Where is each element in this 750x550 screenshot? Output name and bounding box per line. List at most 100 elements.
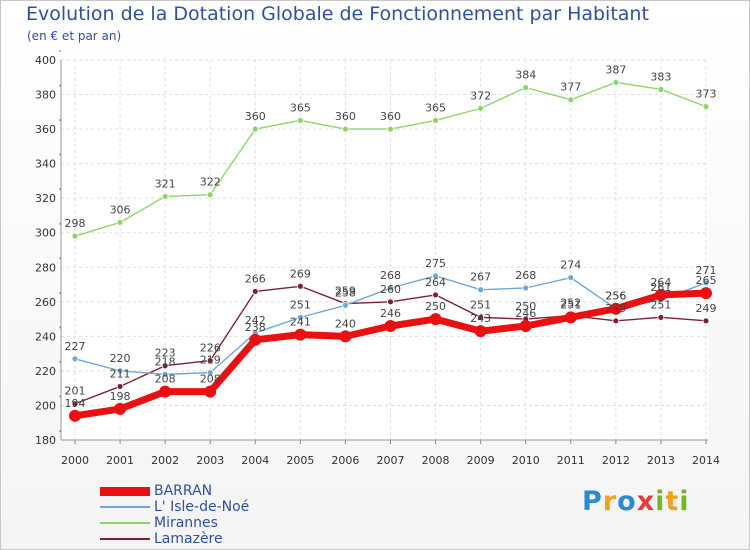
data-label: 238	[245, 321, 266, 334]
data-label: 373	[696, 88, 717, 101]
legend-item-lamazere: Lamazère	[100, 531, 360, 548]
data-label: 241	[290, 316, 311, 329]
x-tick-label: 2013	[647, 454, 675, 467]
data-label: 269	[290, 267, 311, 280]
data-point	[477, 286, 485, 294]
data-label: 265	[696, 274, 717, 287]
x-tick-label: 2012	[602, 454, 630, 467]
legend-swatch-mirannes	[100, 522, 150, 524]
data-point	[251, 125, 259, 133]
y-tick-label: 280	[35, 261, 56, 274]
data-point	[474, 325, 487, 338]
x-tick-label: 2007	[377, 454, 405, 467]
data-point	[522, 84, 530, 92]
chart-subtitle: (en € et par an)	[27, 29, 122, 43]
data-label: 251	[650, 298, 671, 311]
data-point	[387, 125, 394, 133]
data-point	[161, 370, 169, 378]
data-point	[702, 103, 710, 111]
data-label: 251	[560, 298, 581, 311]
data-label: 261	[650, 281, 671, 294]
data-label: 268	[515, 269, 536, 282]
chart-title: Evolution de la Dotation Globale de Fonc…	[26, 3, 649, 25]
data-label: 274	[560, 259, 581, 272]
data-point	[69, 409, 81, 422]
data-point	[71, 355, 79, 363]
data-point	[702, 279, 710, 287]
data-point	[116, 367, 124, 375]
data-point	[432, 291, 439, 299]
data-label: 246	[380, 307, 401, 320]
x-tick-label: 2008	[422, 454, 450, 467]
y-tick-label: 400	[35, 54, 56, 67]
data-label: 264	[425, 276, 446, 289]
grid-layer	[61, 59, 708, 441]
data-label: 208	[155, 373, 176, 386]
data-label: 377	[560, 81, 581, 94]
data-label: 218	[155, 355, 176, 368]
x-tick-label: 2002	[151, 454, 179, 467]
data-point	[657, 85, 665, 93]
data-label: 242	[245, 314, 266, 327]
data-point	[342, 301, 349, 309]
data-label: 251	[290, 298, 311, 311]
legend: BARRAN L' Isle-de-Noé Mirannes Lamazère	[100, 483, 360, 548]
x-tick-label: 2003	[196, 454, 224, 467]
data-label: 240	[335, 317, 356, 330]
data-label: 252	[560, 297, 581, 310]
data-point	[522, 284, 530, 292]
data-label: 384	[515, 69, 536, 82]
data-point	[700, 287, 712, 300]
x-tick-label: 2005	[286, 454, 314, 467]
data-label: 264	[650, 276, 671, 289]
y-tick-label: 340	[35, 158, 56, 171]
data-point	[116, 383, 124, 390]
data-point	[432, 272, 439, 280]
data-label: 271	[696, 264, 717, 277]
data-point	[384, 320, 397, 332]
data-label: 211	[110, 367, 131, 380]
x-tick-label: 2001	[106, 454, 134, 467]
data-label: 256	[605, 290, 626, 303]
data-label: 251	[470, 298, 491, 311]
proxiti-logo: Proxiti	[582, 486, 690, 517]
data-point	[342, 125, 349, 133]
data-label: 259	[335, 285, 356, 298]
data-label: 383	[650, 70, 671, 83]
data-point	[432, 117, 439, 124]
data-label: 198	[110, 390, 131, 403]
y-tick-label: 200	[35, 399, 56, 412]
data-point	[206, 369, 214, 377]
data-label: 387	[605, 63, 626, 76]
data-point	[612, 79, 620, 86]
data-point	[206, 191, 214, 199]
data-label: 249	[696, 302, 717, 315]
legend-label-isle-de-noe: L' Isle-de-Noé	[154, 499, 250, 515]
data-label: 365	[290, 101, 311, 114]
data-point	[296, 282, 304, 290]
legend-swatch-barran	[100, 487, 150, 496]
y-tick-label: 260	[35, 296, 56, 309]
x-tick-label: 2004	[241, 454, 269, 467]
legend-swatch-isle-de-noe	[100, 506, 150, 508]
legend-label-lamazere: Lamazère	[154, 531, 223, 547]
y-tick-label: 240	[35, 330, 56, 343]
data-label: 268	[380, 269, 401, 282]
data-point	[477, 313, 485, 321]
x-tick-label: 2006	[331, 454, 359, 467]
y-tick-label: 220	[35, 365, 56, 378]
x-tick-label: 2009	[467, 454, 495, 467]
x-tick-label: 2011	[557, 454, 585, 467]
data-label: 306	[110, 203, 131, 216]
legend-swatch-lamazere	[100, 538, 150, 540]
data-label: 246	[515, 307, 536, 320]
data-point	[387, 284, 394, 292]
data-point	[161, 362, 169, 370]
data-label: 208	[200, 373, 221, 386]
x-tick-label: 2014	[692, 454, 720, 467]
y-tick-label: 300	[35, 227, 56, 240]
x-tick-label: 2010	[512, 454, 540, 467]
plot-area	[61, 60, 708, 440]
